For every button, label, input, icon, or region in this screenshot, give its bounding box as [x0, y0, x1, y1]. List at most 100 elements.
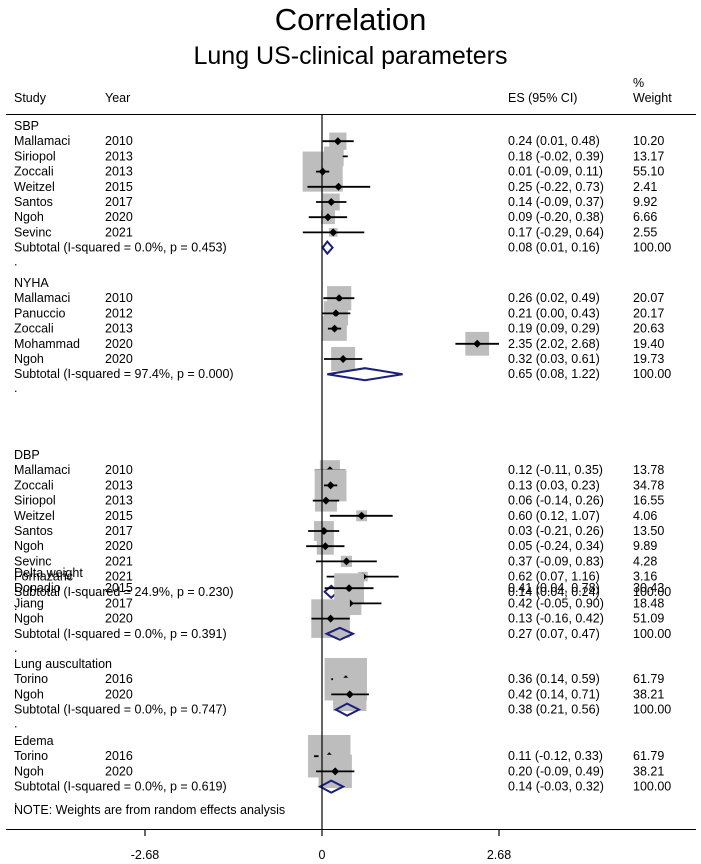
study-weight: 38.21: [633, 687, 664, 701]
study-year: 2016: [105, 672, 133, 686]
subtotal-diamond: [321, 240, 334, 256]
study-weight: 3.16: [633, 570, 657, 584]
subtotal-weight: 100.00: [633, 241, 671, 255]
study-weight: 19.40: [633, 337, 664, 351]
study-es-ci: 0.25 (-0.22, 0.73): [508, 180, 604, 194]
study-year: 2015: [105, 581, 133, 595]
point-estimate: [357, 511, 366, 520]
study-label: Ngoh: [14, 612, 44, 626]
study-year: 2012: [105, 306, 133, 320]
point-estimate: [333, 137, 342, 146]
study-label: Zoccali: [14, 165, 54, 179]
group-label: Edema: [14, 734, 54, 748]
study-es-ci: 0.32 (0.03, 0.61): [508, 352, 600, 366]
subtotal-es-ci: 0.65 (0.08, 1.22): [508, 367, 600, 381]
study-year: 2021: [105, 570, 133, 584]
group-separator-dot: .: [14, 381, 17, 395]
study-weight: 30.43: [633, 581, 664, 595]
study-year: 2013: [105, 322, 133, 336]
point-estimate: [329, 228, 338, 237]
study-weight: 18.48: [633, 596, 664, 610]
group-label: Delta weight: [14, 566, 83, 580]
subtotal-weight: 100.00: [633, 703, 671, 717]
study-label: Ngoh: [14, 539, 44, 553]
point-estimate: [473, 339, 482, 348]
study-year: 2010: [105, 463, 133, 477]
study-year: 2017: [105, 524, 133, 538]
subtotal-diamond: [317, 779, 346, 794]
study-weight: 20.17: [633, 306, 664, 320]
study-weight: 13.78: [633, 463, 664, 477]
header-weight-percent: %: [633, 76, 645, 90]
study-year: 2020: [105, 612, 133, 626]
point-estimate: [326, 614, 335, 623]
study-weight: 9.92: [633, 195, 657, 209]
study-year: 2017: [105, 596, 133, 610]
study-es-ci: 0.21 (0.00, 0.43): [508, 306, 600, 320]
study-label: Santos: [14, 524, 53, 538]
study-weight: 34.78: [633, 478, 664, 492]
study-weight: 51.09: [633, 612, 664, 626]
study-year: 2013: [105, 478, 133, 492]
study-label: Mohammad: [14, 337, 80, 351]
study-weight: 16.55: [633, 494, 664, 508]
study-es-ci: 0.18 (-0.02, 0.39): [508, 149, 604, 163]
x-tick-label: 0: [319, 848, 326, 862]
study-year: 2020: [105, 687, 133, 701]
subtotal-weight: 100.00: [633, 780, 671, 794]
study-label: Torino: [14, 749, 48, 763]
study-label: Ngoh: [14, 764, 44, 778]
study-es-ci: 0.41 (0.04, 0.78): [508, 581, 600, 595]
study-label: Weitzel: [14, 180, 55, 194]
group-label: NYHA: [14, 276, 49, 290]
point-estimate: [335, 294, 344, 303]
axis-rule: [6, 829, 696, 830]
group-label: Lung auscultation: [14, 657, 112, 671]
study-label: Ngoh: [14, 352, 44, 366]
subtotal-label: Subtotal (I-squared = 24.9%, p = 0.230): [14, 585, 234, 599]
study-year: 2015: [105, 509, 133, 523]
study-label: Ngoh: [14, 210, 44, 224]
header-weight: Weight: [633, 91, 672, 105]
subtotal-label: Subtotal (I-squared = 0.0%, p = 0.747): [14, 703, 227, 717]
study-es-ci: 2.35 (2.02, 2.68): [508, 337, 600, 351]
study-label: Sevinc: [14, 554, 52, 568]
point-estimate: [331, 767, 340, 776]
study-weight: 4.06: [633, 509, 657, 523]
subtotal-diamond: [324, 626, 356, 641]
chart-subtitle: Lung US-clinical parameters: [193, 42, 508, 70]
study-es-ci: 0.36 (0.14, 0.59): [508, 672, 600, 686]
study-year: 2013: [105, 494, 133, 508]
group-label: DBP: [14, 448, 40, 462]
point-estimate: [321, 496, 330, 505]
study-year: 2020: [105, 210, 133, 224]
study-es-ci: 0.05 (-0.24, 0.34): [508, 539, 604, 553]
study-weight: 10.20: [633, 134, 664, 148]
study-weight: 6.66: [633, 210, 657, 224]
study-es-ci: 0.62 (0.07, 1.16): [508, 570, 600, 584]
study-weight: 13.17: [633, 149, 664, 163]
subtotal-label: Subtotal (I-squared = 0.0%, p = 0.391): [14, 627, 227, 641]
study-weight: 38.21: [633, 764, 664, 778]
group-label: SBP: [14, 119, 39, 133]
study-es-ci: 0.42 (0.14, 0.71): [508, 687, 600, 701]
study-weight: 9.89: [633, 539, 657, 553]
group-separator-dot: .: [14, 599, 17, 613]
study-label: Mallamaci: [14, 463, 70, 477]
study-es-ci: 0.19 (0.09, 0.29): [508, 322, 600, 336]
study-weight: 20.07: [633, 291, 664, 305]
study-weight: 61.79: [633, 749, 664, 763]
study-label: Jiang: [14, 596, 44, 610]
subtotal-es-ci: 0.14 (-0.03, 0.32): [508, 780, 604, 794]
study-weight: 61.79: [633, 672, 664, 686]
study-es-ci: 0.26 (0.02, 0.49): [508, 291, 600, 305]
group-separator-dot: .: [14, 255, 17, 269]
chart-title: Correlation: [274, 2, 427, 37]
study-year: 2020: [105, 764, 133, 778]
subtotal-es-ci: 0.27 (0.07, 0.47): [508, 627, 600, 641]
study-label: Mallamaci: [14, 291, 70, 305]
point-estimate: [331, 309, 340, 318]
study-weight: 2.55: [633, 225, 657, 239]
study-weight: 20.63: [633, 322, 664, 336]
